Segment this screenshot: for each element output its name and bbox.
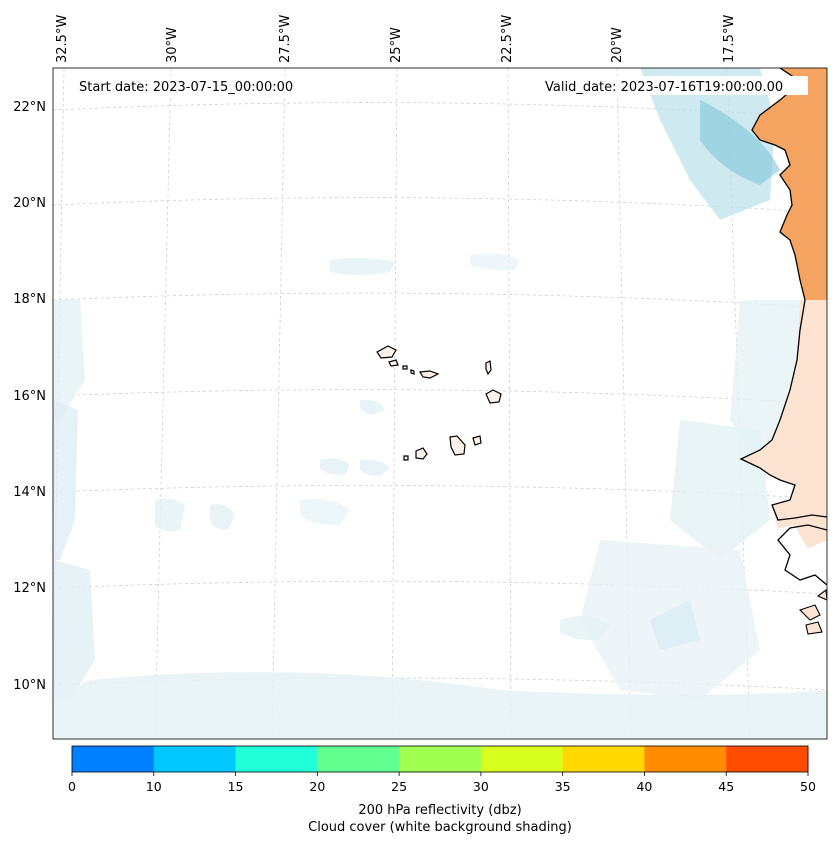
- cloud-patch: [53, 560, 95, 700]
- parallel-line: [53, 102, 827, 119]
- lon-label: 32.5°W: [55, 15, 70, 63]
- valid-date-box: Valid_date: 2023-07-16T19:00:00.00: [540, 76, 808, 95]
- meridian-line: [391, 68, 398, 739]
- lon-label: 30°W: [165, 27, 180, 63]
- valid-date-label: Valid_date: 2023-07-16T19:00:00.00: [545, 80, 783, 95]
- colorbar-segments: [72, 746, 809, 772]
- island-santo-antao: [376, 345, 397, 359]
- colorbar-label-secondary: Cloud cover (white background shading): [308, 820, 572, 835]
- colorbar-segment: [644, 746, 727, 772]
- colorbar-label-primary: 200 hPa reflectivity (dbz): [358, 803, 521, 818]
- colorbar-tick-label: 45: [718, 779, 734, 794]
- island-maio: [472, 435, 482, 446]
- cloud-patch: [360, 399, 385, 415]
- lon-label: 27.5°W: [278, 15, 293, 63]
- colorbar-ticks: 0 10 15 20 25 30 35 40 45 50: [68, 772, 816, 794]
- island-sal: [485, 360, 492, 376]
- island-brava: [403, 455, 409, 461]
- island-sao-nicolau: [410, 369, 415, 375]
- cloud-patch: [210, 503, 235, 530]
- lon-label: 20°W: [610, 27, 625, 63]
- cloud-patch: [650, 600, 700, 650]
- cape-verde-islands: [376, 345, 502, 461]
- colorbar-segment: [562, 746, 645, 772]
- cloud-patch: [470, 253, 520, 271]
- cloud-patch: [53, 672, 827, 739]
- cloud-patch: [300, 498, 350, 525]
- longitude-labels: 32.5°W 30°W 27.5°W 25°W 22.5°W 20°W 17.5…: [55, 15, 737, 63]
- colorbar-tick-label: 40: [636, 779, 652, 794]
- cloud-patch: [700, 100, 780, 185]
- island-sao-nicolau-main: [418, 370, 440, 379]
- lat-label: 14°N: [13, 485, 46, 500]
- parallel-line: [53, 292, 827, 309]
- map-panel: Start date: 2023-07-15_00:00:00 Valid_da…: [13, 15, 828, 740]
- pale-land-shading: [741, 300, 827, 548]
- lon-label: 22.5°W: [500, 15, 515, 63]
- cloud-cover-shading: [53, 68, 827, 739]
- colorbar: 0 10 15 20 25 30 35 40 45 50 200 hPa reflectivity…: [68, 745, 816, 835]
- cloud-patch: [53, 400, 78, 560]
- start-date-box: Start date: 2023-07-15_00:00:00: [72, 76, 314, 95]
- cloud-patch: [53, 300, 85, 420]
- cloud-patch: [320, 458, 350, 475]
- colorbar-segment: [726, 746, 809, 772]
- coastline: [777, 524, 827, 586]
- parallel-line: [53, 389, 827, 405]
- parallel-line: [53, 580, 827, 595]
- lat-label: 12°N: [13, 581, 46, 596]
- start-date-label: Start date: 2023-07-15_00:00:00: [79, 80, 293, 95]
- colorbar-tick-label: 30: [473, 779, 489, 794]
- colorbar-tick-label: 0: [68, 779, 76, 794]
- colorbar-tick-label: 50: [800, 779, 816, 794]
- colorbar-segment: [399, 746, 482, 772]
- lon-label: 25°W: [389, 27, 404, 63]
- colorbar-frame: [71, 745, 809, 773]
- coastline: [739, 68, 827, 521]
- latitude-labels: 22°N 20°N 18°N 16°N 14°N 12°N 10°N: [13, 100, 46, 693]
- island-boa-vista: [485, 389, 502, 404]
- meridian-line: [507, 68, 512, 739]
- cloud-patch: [560, 616, 610, 641]
- parallel-line: [53, 485, 827, 500]
- cloud-patch: [155, 498, 185, 532]
- meridian-line: [271, 68, 286, 739]
- african-mainland: [739, 68, 827, 635]
- colorbar-tick-label: 10: [146, 779, 162, 794]
- lat-label: 22°N: [13, 100, 46, 115]
- cloud-patch: [670, 420, 770, 560]
- colorbar-tick-label: 20: [309, 779, 325, 794]
- colorbar-tick-label: 35: [555, 779, 571, 794]
- coastline: [798, 588, 827, 635]
- island-santiago: [449, 435, 466, 456]
- colorbar-tick-label: 15: [228, 779, 244, 794]
- colorbar-tick-label: 25: [391, 779, 407, 794]
- colorbar-segment: [72, 746, 155, 772]
- map-frame: [52, 67, 828, 740]
- meridian-line: [154, 68, 172, 739]
- colorbar-segment: [480, 746, 564, 772]
- island-fogo: [415, 447, 428, 460]
- island-sao-vicente: [388, 359, 399, 367]
- lon-label: 17.5°W: [722, 15, 737, 63]
- island-santa-luzia: [402, 365, 408, 370]
- parallel-line: [53, 197, 827, 214]
- colorbar-segment: [153, 746, 237, 772]
- lat-label: 18°N: [13, 292, 46, 307]
- cloud-patch: [330, 257, 395, 275]
- colorbar-segment: [317, 746, 400, 772]
- colorbar-segment: [235, 746, 318, 772]
- lat-label: 20°N: [13, 196, 46, 211]
- lat-label: 16°N: [13, 389, 46, 404]
- lat-label: 10°N: [13, 678, 46, 693]
- cloud-patch: [360, 459, 390, 476]
